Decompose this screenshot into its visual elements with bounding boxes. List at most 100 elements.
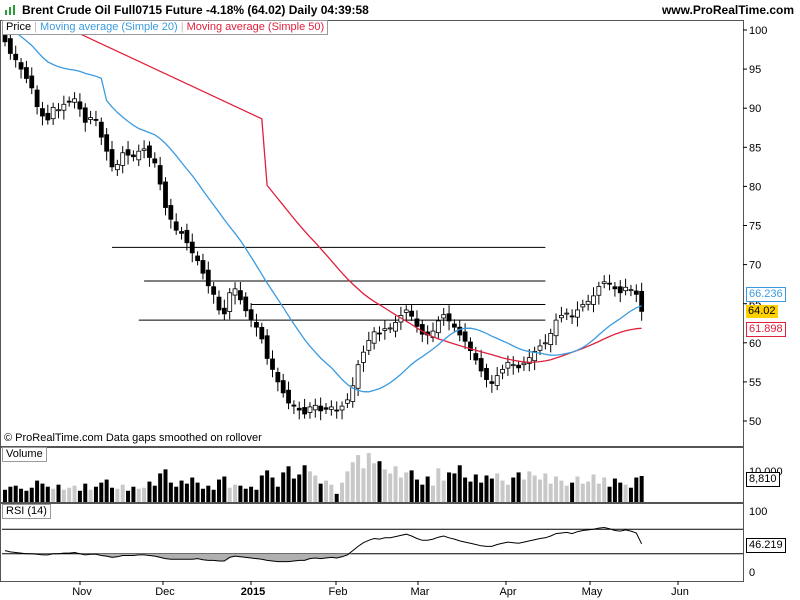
volume-bar: [286, 466, 291, 502]
volume-bar: [163, 469, 168, 502]
candle-body: [623, 286, 628, 292]
volume-bar: [179, 480, 184, 502]
candle-body: [270, 358, 275, 370]
candle-body: [484, 368, 489, 380]
volume-bar: [61, 489, 66, 502]
volume-bar: [505, 484, 510, 502]
candle-body: [334, 409, 340, 412]
volume-bar: [404, 472, 409, 502]
volume-bar: [222, 476, 227, 502]
volume-bar: [147, 481, 152, 502]
candle-body: [13, 53, 19, 61]
volume-bar: [350, 462, 355, 502]
volume-bar: [500, 480, 505, 502]
volume-bar: [195, 482, 200, 502]
volume-bar: [607, 486, 612, 502]
candle-body: [318, 405, 324, 412]
volume-bar: [564, 485, 569, 502]
rsi-line: [4, 526, 643, 563]
volume-bar: [479, 482, 484, 502]
x-tick-label: May: [582, 586, 603, 598]
candle-body: [243, 296, 249, 312]
candle-body: [559, 315, 564, 319]
volume-bar: [275, 486, 280, 502]
candle-body: [323, 407, 329, 410]
volume-bar: [206, 485, 211, 502]
volume-bar: [586, 481, 591, 502]
volume-bar: [56, 484, 61, 502]
candle-body: [639, 290, 645, 312]
header-bar: Brent Crude Oil Full0715 Future -4.18% (…: [0, 0, 800, 20]
price-legend: Price | Moving average (Simple 20) | Mov…: [2, 20, 329, 35]
brand-link[interactable]: www.ProRealTime.com: [661, 3, 794, 17]
candle-body: [152, 158, 158, 164]
candle-body: [163, 181, 168, 208]
volume-bar: [307, 471, 312, 502]
ma20-line: [4, 21, 642, 393]
volume-bar: [324, 480, 328, 502]
candle-body: [29, 75, 35, 89]
volume-bar: [452, 473, 457, 502]
candle-body: [264, 335, 270, 359]
volume-bar: [618, 482, 623, 502]
candle-body: [302, 407, 308, 415]
candle-body: [312, 404, 318, 411]
candle-body: [173, 221, 179, 231]
volume-bar: [45, 486, 50, 502]
volume-bar: [24, 490, 29, 502]
price-label: Price: [6, 21, 32, 33]
volume-bar: [291, 478, 296, 502]
volume-bar: [334, 493, 339, 502]
volume-bar: [382, 469, 387, 502]
volume-value-tag: 8,810: [746, 472, 780, 487]
candle-body: [494, 375, 500, 386]
volume-bar: [200, 488, 205, 502]
last-price-tag: 64.02: [746, 305, 778, 318]
candle-body: [526, 357, 532, 364]
candle-body: [147, 145, 152, 158]
volume-bar: [88, 489, 93, 502]
volume-bar: [281, 472, 286, 502]
volume-bar: [527, 471, 532, 502]
candle-body: [104, 134, 110, 152]
volume-bar: [431, 485, 435, 502]
volume-bar: [602, 477, 607, 502]
candle-body: [254, 321, 259, 328]
volume-bar: [40, 483, 45, 502]
volume-bar: [120, 484, 125, 502]
volume-bar: [51, 488, 56, 502]
candle-body: [7, 38, 13, 54]
volume-bar: [3, 489, 7, 502]
volume-bar: [211, 489, 216, 502]
volume-bar: [634, 477, 639, 502]
candle-body: [227, 292, 233, 312]
volume-bar: [67, 487, 72, 502]
candle-body: [248, 309, 254, 320]
candle-body: [18, 62, 24, 70]
candle-body: [23, 67, 29, 79]
volume-bar: [473, 474, 478, 502]
volume-bar: [302, 465, 307, 502]
x-tick-label: Nov: [72, 586, 92, 598]
volume-bar: [190, 477, 195, 502]
candle-body: [521, 362, 527, 366]
volume-bar: [254, 489, 259, 502]
candle-body: [473, 353, 479, 361]
price-tick-label: 60: [749, 338, 761, 350]
price-tick-label: 50: [749, 416, 761, 428]
candle-body: [98, 121, 104, 138]
volume-bar: [217, 479, 221, 502]
volume-bar: [591, 474, 596, 502]
candle-body: [328, 406, 334, 410]
candle-body: [211, 286, 217, 295]
volume-bar: [393, 466, 398, 502]
candle-body: [601, 281, 607, 284]
candle-body: [61, 103, 67, 111]
candle-body: [489, 381, 495, 384]
volume-bar: [13, 485, 18, 502]
volume-bar: [554, 476, 559, 502]
volume-bar: [345, 471, 350, 502]
volume-bar: [495, 473, 500, 502]
volume-bar: [233, 484, 238, 502]
